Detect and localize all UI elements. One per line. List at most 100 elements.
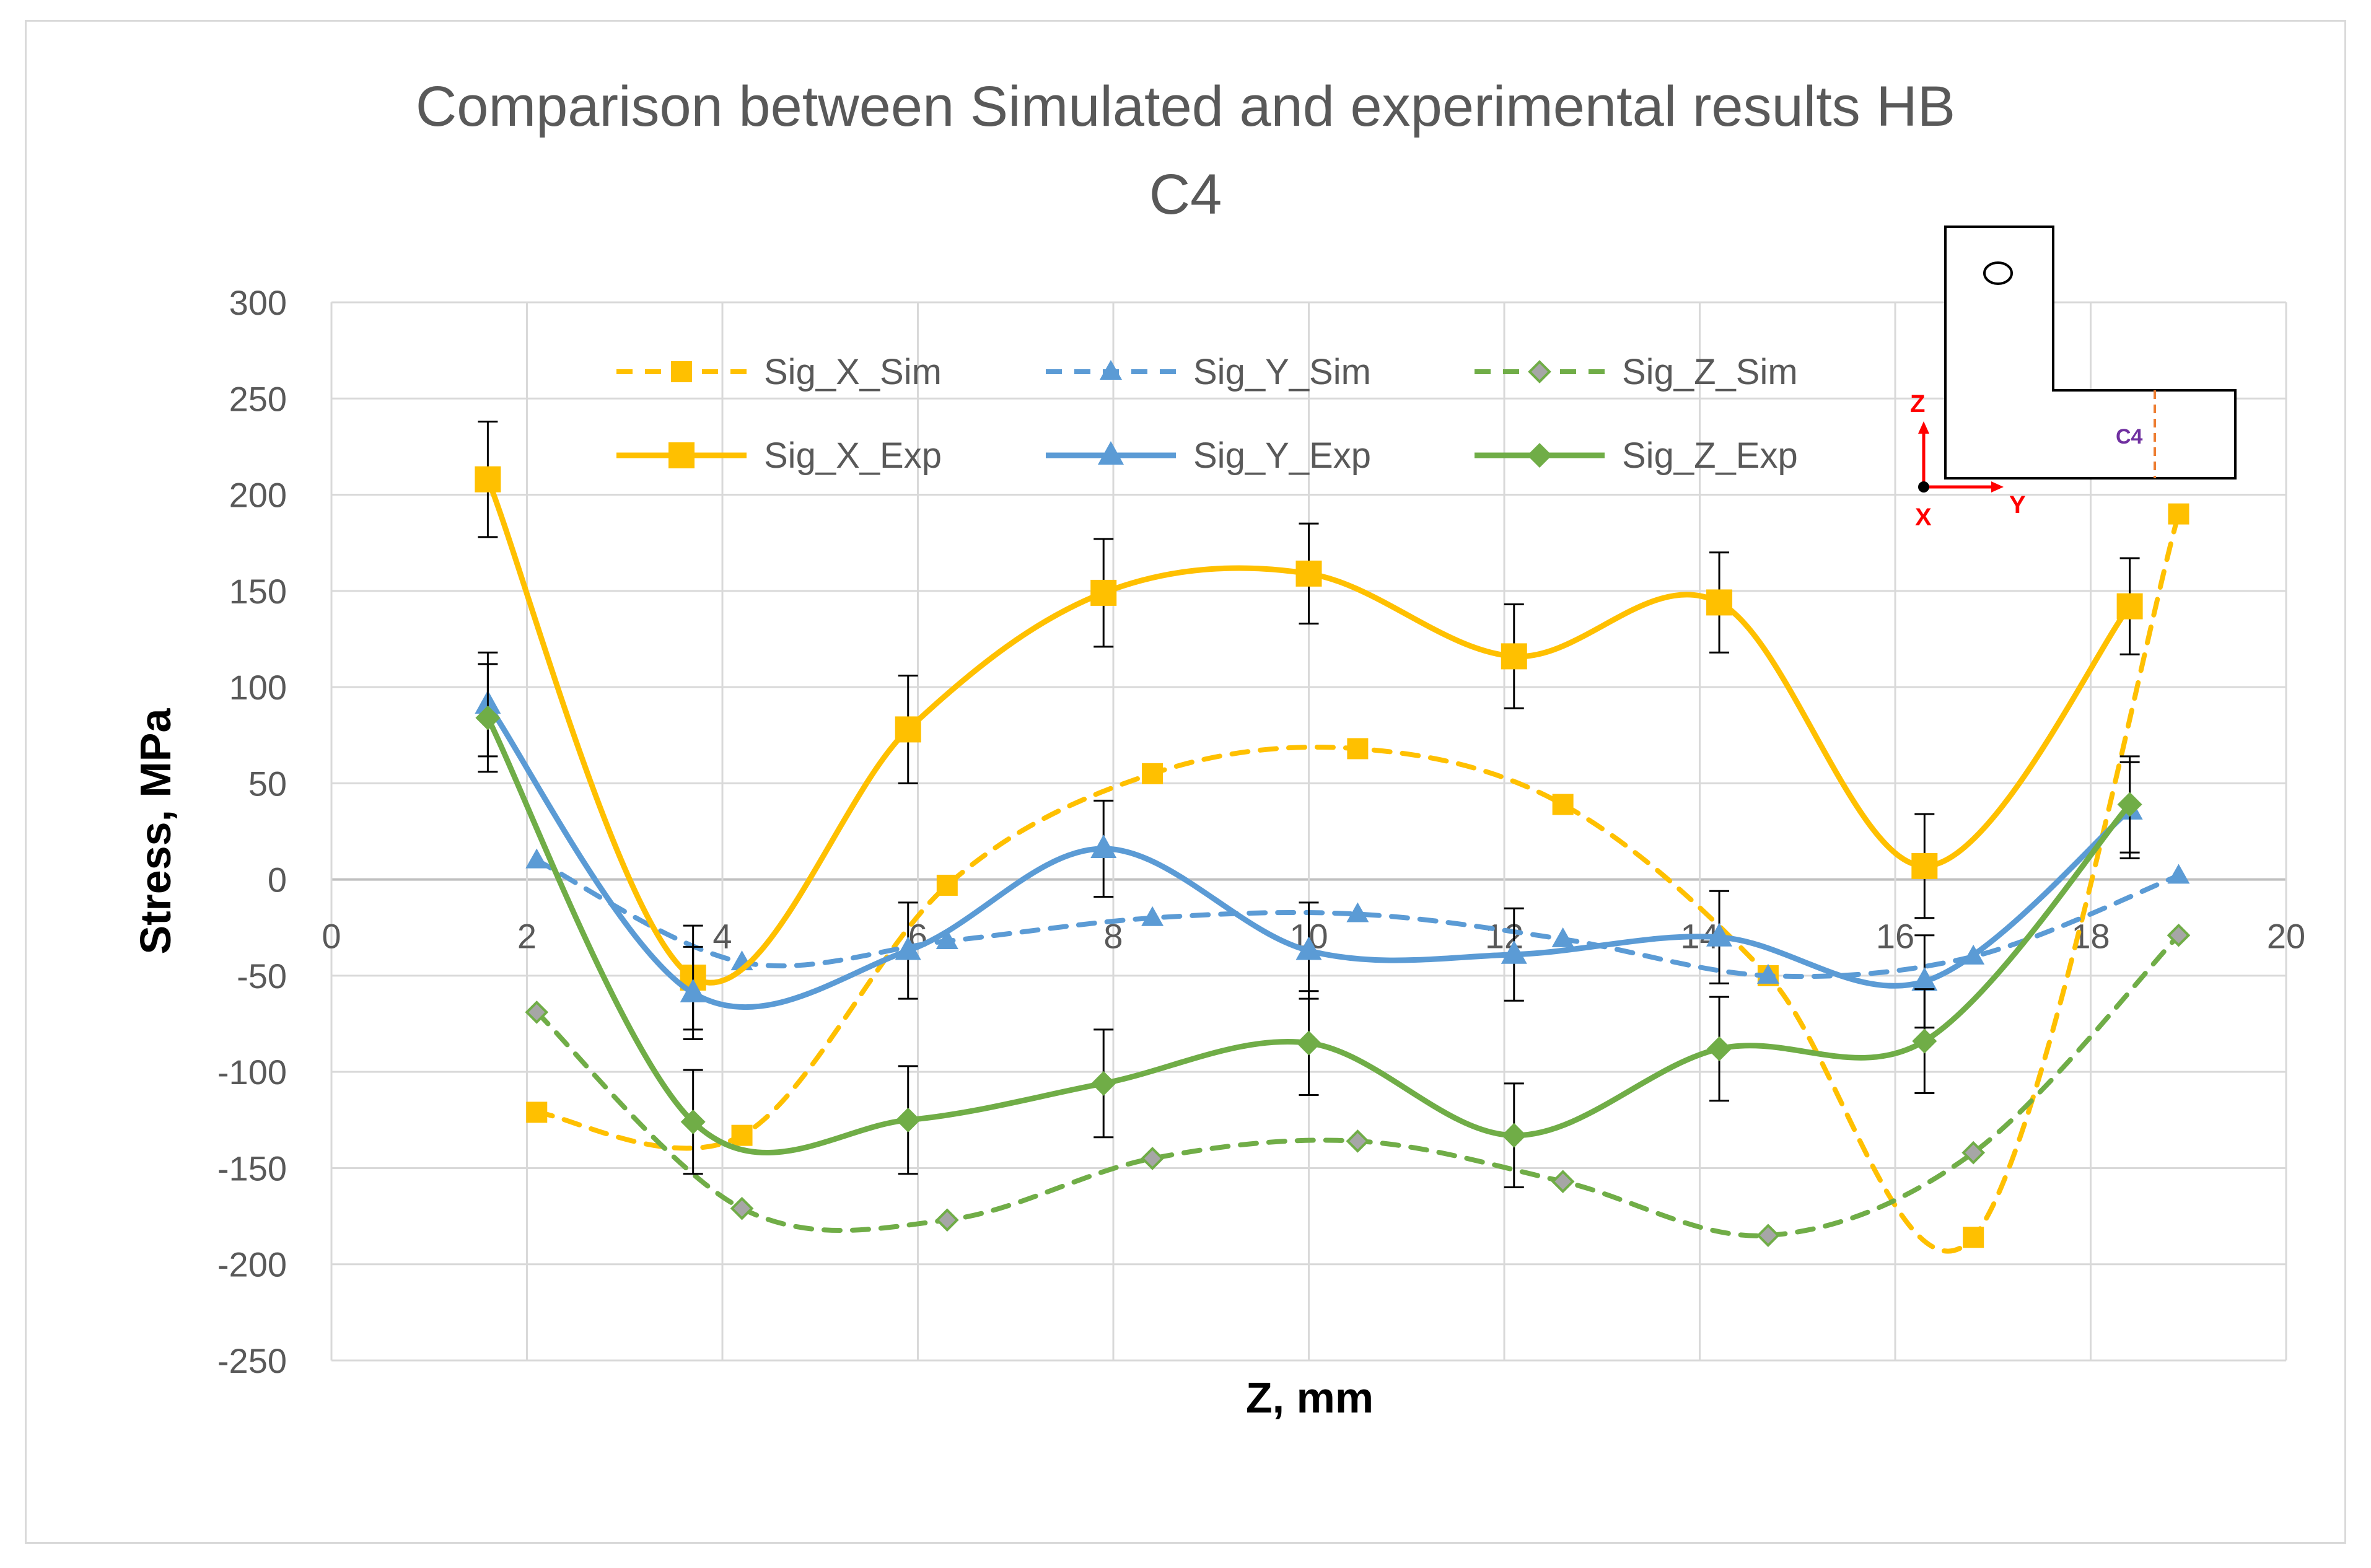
data-point-sig-z-exp bbox=[895, 1107, 921, 1132]
data-point-sig-z-exp bbox=[680, 1109, 706, 1134]
y-tick-label: -250 bbox=[217, 1341, 287, 1380]
y-tick-label: 100 bbox=[229, 668, 287, 707]
y-tick-label: 50 bbox=[248, 764, 287, 803]
data-point-sig-x-exp bbox=[1295, 560, 1322, 587]
section-label: C4 bbox=[2116, 425, 2143, 449]
data-point-sig-y-exp bbox=[1911, 967, 1938, 991]
legend-label-sig-y-exp: Sig_Y_Exp bbox=[1193, 436, 1371, 476]
inset-z-label: Z bbox=[1910, 390, 1925, 418]
legend: Sig_X_Sim Sig_Y_Sim Sig_Z_Sim Sig_X_Exp Sig_… bbox=[616, 352, 1798, 476]
data-point-sig-x-exp bbox=[1501, 643, 1527, 670]
part-outline bbox=[1944, 226, 2237, 480]
data-point-sig-y-exp bbox=[1090, 834, 1117, 858]
legend-marker-sig-y-sim bbox=[1100, 360, 1122, 380]
x-tick-label: 20 bbox=[2267, 917, 2305, 956]
legend-label-sig-z-exp: Sig_Z_Exp bbox=[1622, 436, 1798, 476]
series-layer bbox=[475, 421, 2191, 1254]
series-sig-x-sim bbox=[526, 503, 2189, 1254]
chart-title-line-2: C4 bbox=[1149, 163, 1222, 226]
legend-item-sig-y-sim: Sig_Y_Sim bbox=[1046, 352, 1371, 392]
chart-title-line-1: Comparison between Simulated and experim… bbox=[415, 75, 1956, 138]
legend-item-sig-x-sim: Sig_X_Sim bbox=[616, 352, 942, 392]
z-arrow-head-icon bbox=[1918, 421, 1929, 434]
data-point-sig-z-sim bbox=[935, 1208, 959, 1232]
data-point-sig-x-exp bbox=[1090, 579, 1117, 606]
data-point-sig-y-exp bbox=[1501, 940, 1527, 964]
legend-marker-sig-z-exp bbox=[1527, 443, 1552, 468]
data-point-sig-x-exp bbox=[1706, 589, 1733, 616]
data-point-sig-x-sim bbox=[1347, 738, 1369, 760]
legend-item-sig-x-exp: Sig_X_Exp bbox=[616, 436, 942, 476]
data-point-sig-z-sim bbox=[2167, 923, 2191, 947]
data-point-sig-x-sim bbox=[936, 874, 958, 896]
x-tick-label: 2 bbox=[517, 917, 537, 956]
x-tick-label: 16 bbox=[1876, 917, 1914, 956]
data-point-sig-z-sim bbox=[1346, 1129, 1370, 1153]
data-point-sig-y-sim bbox=[1141, 906, 1164, 926]
data-point-sig-x-sim bbox=[526, 1102, 548, 1123]
y-tick-label: -150 bbox=[217, 1149, 287, 1188]
data-point-sig-z-sim bbox=[730, 1196, 754, 1220]
y-tick-label: 0 bbox=[268, 861, 287, 900]
series-line-sig-x-sim bbox=[534, 511, 2181, 1254]
data-point-sig-z-exp bbox=[1296, 1030, 1321, 1056]
legend-marker-sig-z-sim bbox=[1528, 360, 1551, 383]
series-line-sig-y-sim bbox=[534, 857, 2181, 979]
data-point-sig-z-exp bbox=[2117, 792, 2142, 817]
data-point-sig-x-sim bbox=[1963, 1227, 1984, 1248]
data-point-sig-z-exp bbox=[1091, 1071, 1116, 1096]
series-sig-y-sim bbox=[525, 848, 2190, 984]
x-tick-label: 0 bbox=[322, 917, 341, 956]
y-tick-label: 250 bbox=[229, 379, 287, 418]
y-tick-label: 300 bbox=[229, 283, 287, 322]
data-point-sig-x-exp bbox=[1911, 852, 1938, 879]
inset-schematic: C4 Z Y X bbox=[1910, 226, 2237, 531]
data-point-sig-y-exp bbox=[1295, 936, 1322, 960]
inset-y-label: Y bbox=[2009, 491, 2026, 519]
legend-item-sig-y-exp: Sig_Y_Exp bbox=[1046, 436, 1371, 476]
data-point-sig-x-sim bbox=[731, 1124, 753, 1146]
data-point-sig-y-sim bbox=[1346, 902, 1369, 922]
legend-marker-sig-x-sim bbox=[671, 361, 692, 382]
data-point-sig-z-sim bbox=[1756, 1224, 1780, 1247]
origin-dot bbox=[1918, 481, 1929, 493]
hole-icon bbox=[1983, 261, 2013, 285]
legend-label-sig-x-sim: Sig_X_Sim bbox=[764, 352, 942, 392]
data-point-sig-x-sim bbox=[1142, 763, 1164, 784]
x-tick-label: 4 bbox=[712, 917, 732, 956]
series-sig-x-exp bbox=[475, 421, 2143, 1031]
data-point-sig-z-sim bbox=[1551, 1170, 1575, 1194]
legend-item-sig-z-exp: Sig_Z_Exp bbox=[1475, 436, 1798, 476]
y-tick-label: -200 bbox=[217, 1245, 287, 1284]
data-point-sig-z-exp bbox=[1912, 1028, 1937, 1054]
legend-marker-sig-x-exp bbox=[668, 442, 695, 468]
x-axis-label: Z, mm bbox=[1246, 1373, 1374, 1422]
legend-item-sig-z-sim: Sig_Z_Sim bbox=[1475, 352, 1798, 392]
data-point-sig-z-sim bbox=[525, 1001, 549, 1024]
data-point-sig-x-exp bbox=[2116, 593, 2143, 620]
series-sig-z-sim bbox=[525, 923, 2191, 1247]
data-point-sig-y-exp bbox=[895, 936, 921, 960]
data-point-sig-x-sim bbox=[1552, 794, 1574, 815]
legend-marker-sig-y-exp bbox=[1098, 441, 1124, 465]
y-axis-label: Stress, MPa bbox=[131, 708, 180, 955]
data-point-sig-z-exp bbox=[475, 705, 501, 730]
inset-x-label: X bbox=[1915, 504, 1932, 531]
series-sig-z-exp bbox=[475, 663, 2142, 1189]
data-point-sig-x-sim bbox=[2168, 503, 2189, 525]
tick-labels: 300 250 200 150 100 50 0 -50 -100 -150 -200 -250 0 2 4… bbox=[217, 283, 2305, 1380]
y-tick-label: -50 bbox=[237, 957, 287, 996]
data-point-sig-x-exp bbox=[475, 466, 501, 493]
data-point-sig-z-sim bbox=[1141, 1147, 1164, 1170]
series-line-sig-y-exp bbox=[484, 701, 2133, 1010]
y-arrow-head-icon bbox=[1991, 481, 2004, 493]
data-point-sig-y-sim bbox=[2167, 864, 2190, 884]
data-point-sig-y-sim bbox=[525, 848, 548, 869]
data-point-sig-z-exp bbox=[1707, 1036, 1732, 1061]
data-point-sig-y-sim bbox=[1551, 927, 1574, 947]
data-point-sig-z-exp bbox=[1501, 1123, 1527, 1148]
legend-label-sig-x-exp: Sig_X_Exp bbox=[764, 436, 942, 476]
legend-label-sig-y-sim: Sig_Y_Sim bbox=[1193, 352, 1371, 392]
data-point-sig-y-sim bbox=[1756, 963, 1779, 984]
